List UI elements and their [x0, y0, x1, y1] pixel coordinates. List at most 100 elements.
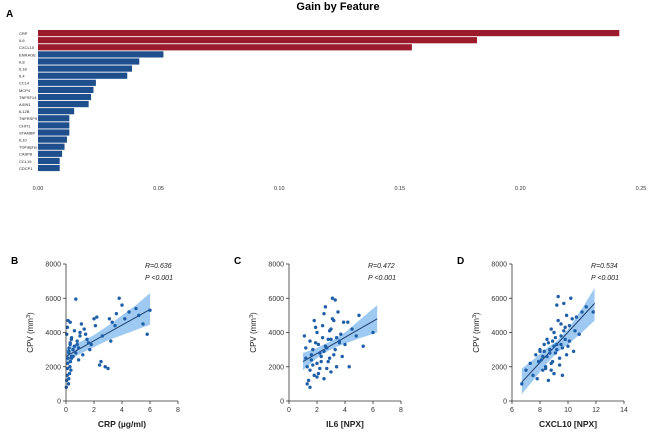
data-point	[319, 354, 323, 359]
data-point	[564, 353, 569, 357]
data-point	[346, 320, 350, 324]
data-point	[548, 347, 552, 352]
x-tick-label: 8	[538, 407, 542, 414]
data-point	[552, 330, 556, 335]
data-point	[67, 349, 71, 354]
data-point	[361, 344, 365, 348]
data-point	[308, 385, 312, 389]
category-label: ENRAGE	[19, 52, 36, 57]
y-axis-title-sup: 3	[249, 315, 255, 318]
data-point	[550, 359, 555, 364]
bar-cdcp1	[38, 164, 60, 172]
data-point	[326, 359, 330, 364]
data-point	[312, 373, 316, 378]
x-tick-label: 10	[564, 407, 572, 414]
category-label: IL4	[19, 74, 25, 79]
data-point	[577, 332, 581, 336]
data-point	[528, 361, 532, 366]
confidence-band	[303, 305, 378, 371]
data-point	[531, 373, 535, 378]
bar-il18	[38, 65, 133, 72]
data-point	[95, 315, 99, 319]
category-label: MCP4	[19, 88, 31, 93]
data-point	[337, 339, 342, 343]
confidence-band	[66, 293, 150, 365]
data-point	[545, 354, 549, 359]
data-point	[69, 356, 74, 360]
data-point	[546, 378, 551, 383]
data-point	[316, 371, 321, 376]
category-label: TGFalpha	[19, 145, 38, 150]
data-point	[542, 349, 546, 354]
y-tick-label: 0	[57, 399, 61, 406]
y-axis-title-close: )	[26, 312, 35, 315]
data-point	[76, 346, 81, 350]
data-point	[315, 361, 319, 366]
data-point	[350, 327, 354, 331]
data-point	[559, 322, 563, 326]
data-point	[563, 337, 567, 342]
data-point	[557, 356, 562, 360]
bar-tnfsf14	[38, 93, 92, 101]
data-point	[536, 359, 541, 364]
data-point	[545, 337, 549, 342]
data-point	[71, 347, 75, 352]
crp-scatter-panel: B 0 2000 4000 6000 8000 0 2 4 6 8 CRP (µg/ml) CPV (m…	[11, 256, 180, 429]
data-point	[127, 310, 131, 314]
data-point	[354, 334, 358, 338]
data-point	[524, 368, 528, 372]
data-point	[555, 303, 559, 307]
data-point	[560, 346, 565, 350]
y-tick-label: 6000	[491, 296, 507, 303]
data-point	[323, 344, 328, 348]
data-point	[313, 341, 318, 345]
y-axis-title: CPV (mm3)	[26, 312, 35, 353]
data-point	[308, 339, 312, 343]
category-label: IL8	[19, 59, 25, 64]
data-point	[318, 351, 322, 355]
data-point	[120, 303, 124, 307]
data-point	[322, 377, 326, 381]
data-point	[65, 366, 70, 371]
data-point	[103, 365, 107, 369]
data-point	[68, 359, 73, 364]
data-point	[552, 344, 556, 348]
category-label: CDCP1	[19, 166, 33, 171]
x-axis-title: CXCL10 [NPX]	[539, 419, 597, 429]
category-label: CCL4	[19, 81, 30, 86]
data-point	[333, 347, 337, 352]
data-point	[555, 347, 559, 352]
data-point	[538, 347, 542, 352]
data-point	[67, 377, 71, 381]
x-tick-label: 0.20	[515, 186, 526, 192]
data-point	[333, 298, 337, 302]
category-label: TNFSF14	[19, 95, 37, 100]
data-point	[584, 305, 588, 309]
data-point	[574, 315, 579, 319]
data-point	[92, 317, 96, 321]
y-tick-label: 4000	[45, 330, 61, 337]
data-point	[97, 363, 102, 367]
data-point	[570, 317, 574, 321]
data-point	[564, 313, 569, 318]
data-point	[68, 365, 72, 369]
data-point	[78, 330, 82, 335]
category-label: CASP8	[19, 152, 33, 157]
x-tick-label: 6	[371, 407, 375, 414]
x-tick-label: 2	[315, 407, 319, 414]
category-label: CXCL10	[19, 45, 35, 50]
data-point	[322, 311, 326, 316]
data-point	[357, 313, 361, 318]
data-point	[334, 365, 339, 369]
correlation-r: R=0.636	[145, 263, 172, 270]
category-label: CRP	[19, 31, 28, 36]
category-label: AXIN1	[19, 102, 31, 107]
data-point	[86, 341, 91, 345]
data-point	[72, 329, 77, 333]
data-point	[542, 342, 546, 347]
data-point	[148, 308, 152, 312]
data-point	[541, 368, 545, 372]
data-point	[559, 334, 563, 338]
bar-casp8	[38, 150, 63, 157]
data-point	[79, 322, 84, 326]
